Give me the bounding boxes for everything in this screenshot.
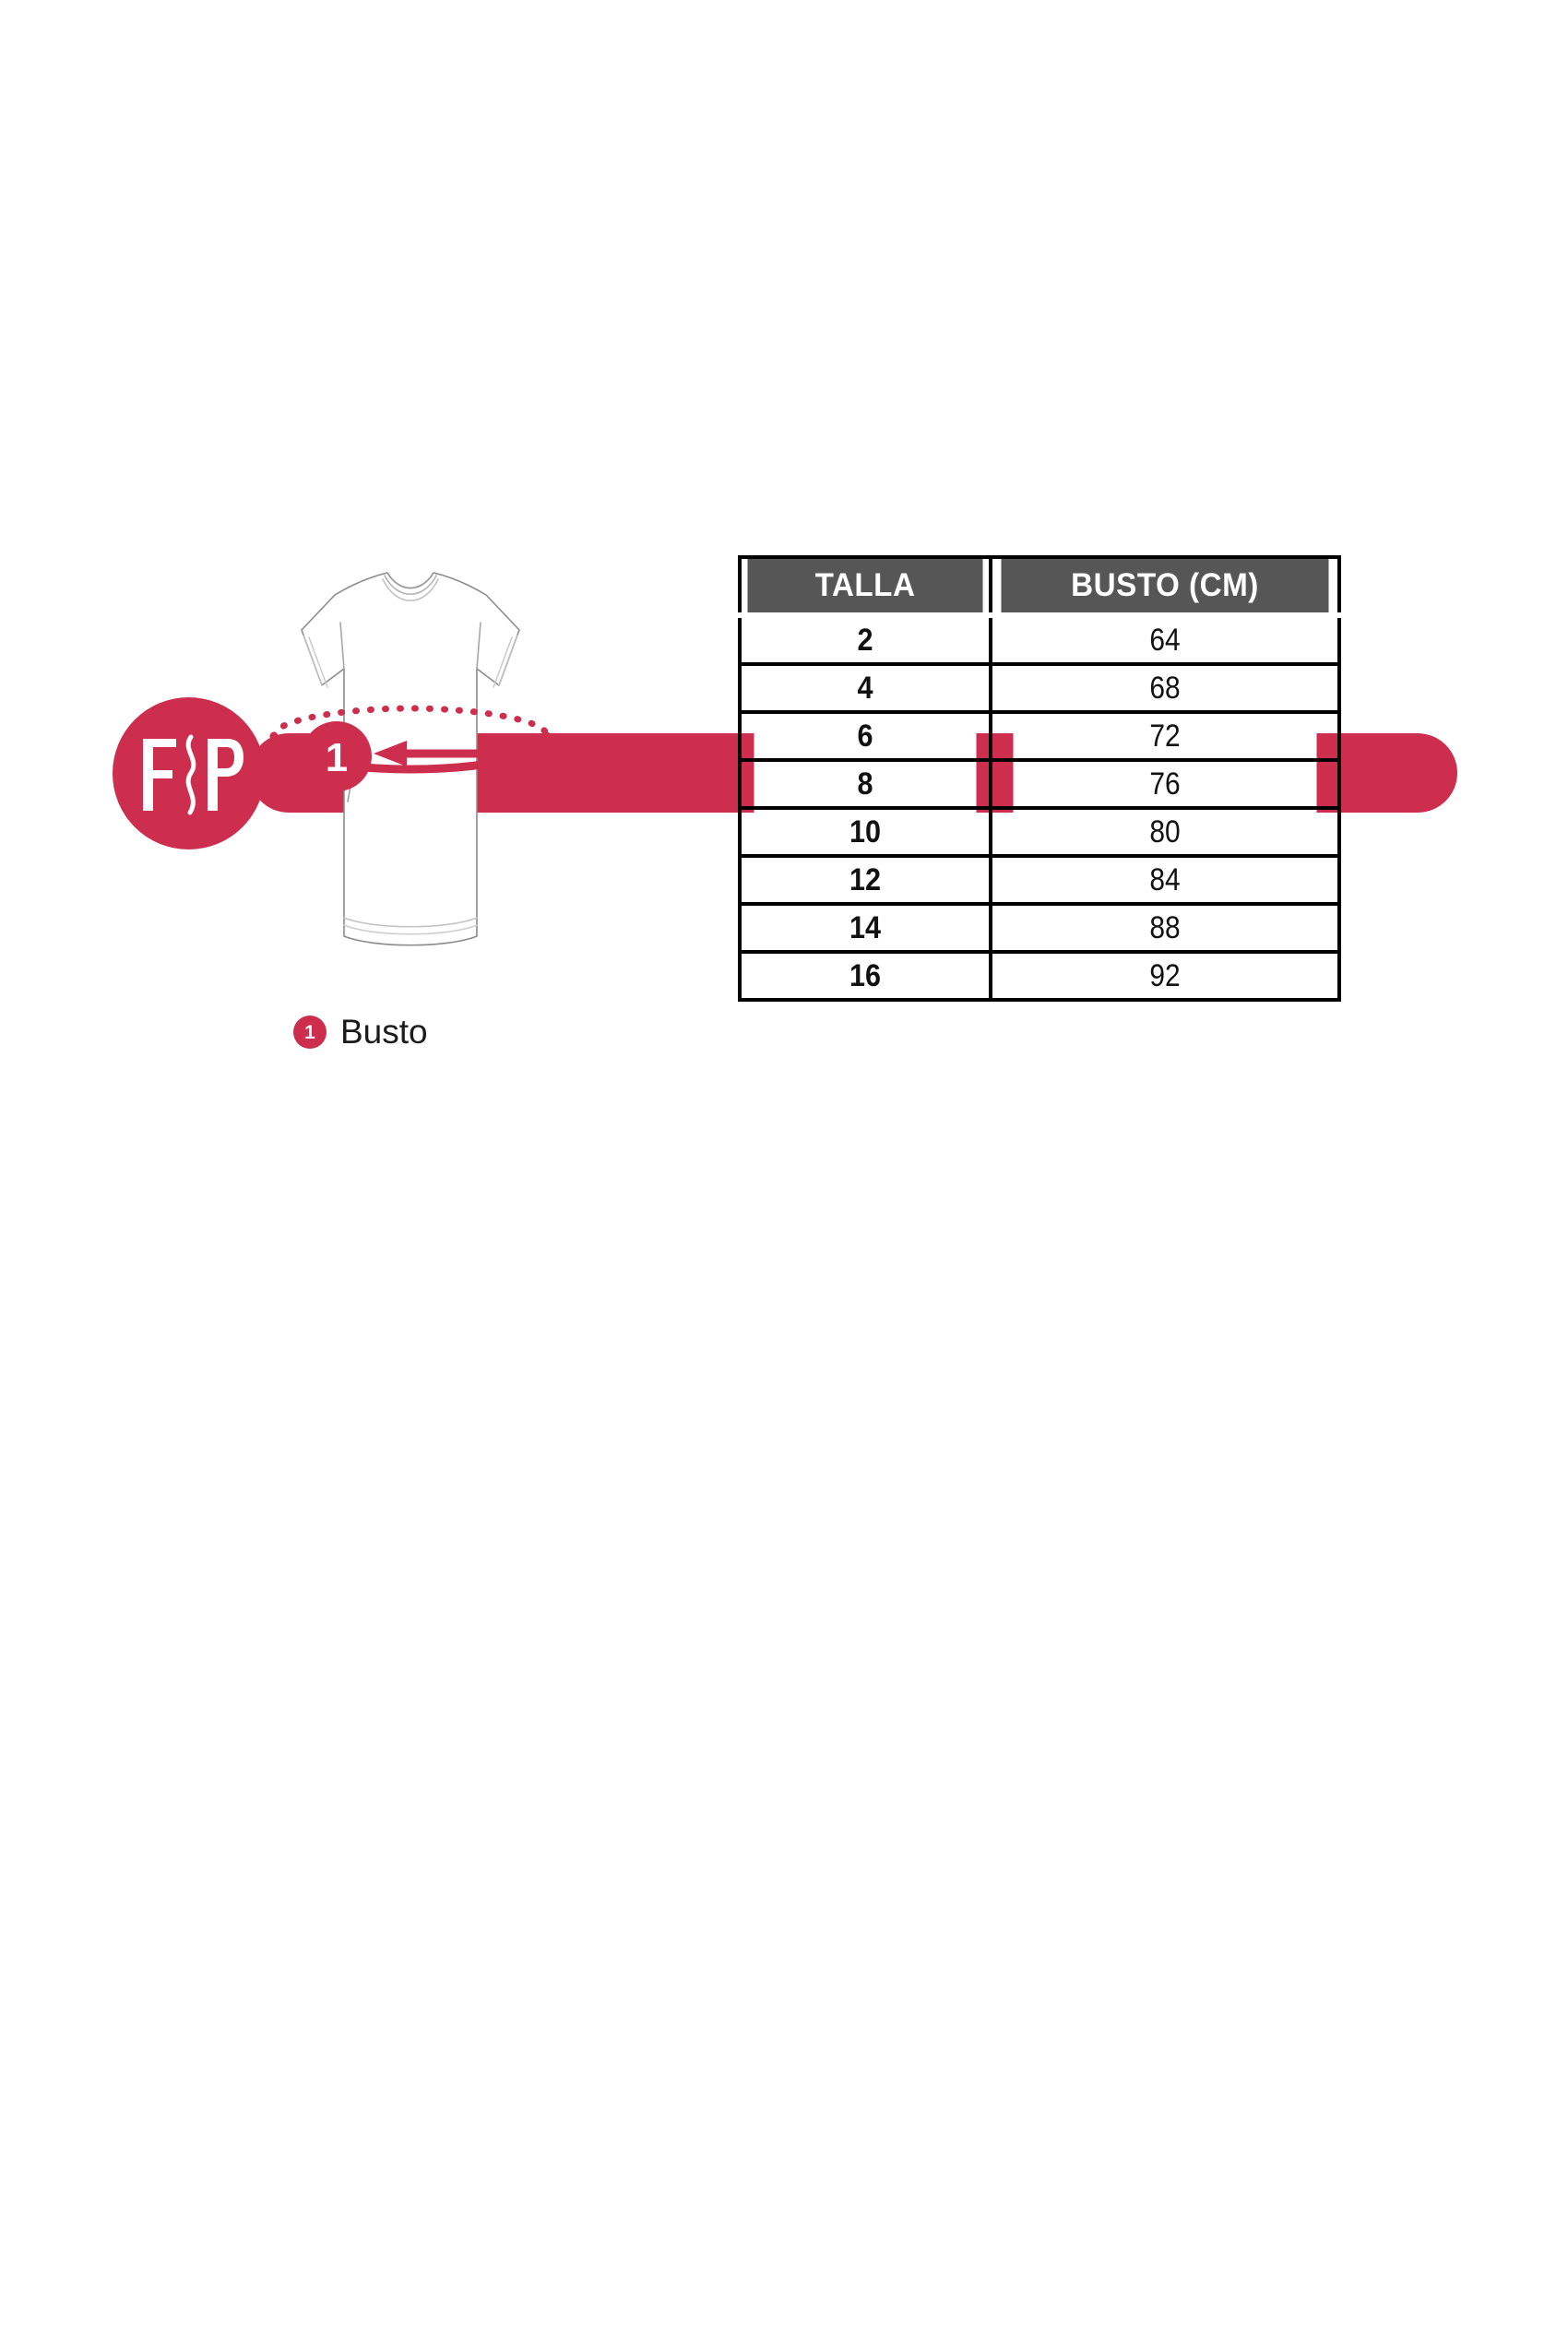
cell-size: 6 xyxy=(750,710,980,762)
cell-bust: 80 xyxy=(1009,806,1321,858)
legend-label-busto: Busto xyxy=(340,1013,428,1051)
cell-bust: 92 xyxy=(1009,950,1321,1002)
bust-measure-solid-arc xyxy=(269,731,552,774)
cell-bust: 84 xyxy=(1009,854,1321,906)
cell-bust: 72 xyxy=(1009,710,1321,762)
table-row: 16 92 xyxy=(740,950,1339,1002)
cell-size: 2 xyxy=(750,613,980,666)
cell-bust: 88 xyxy=(1009,902,1321,954)
table-row: 14 88 xyxy=(740,902,1339,954)
table-row: 8 76 xyxy=(740,758,1339,810)
cell-size: 8 xyxy=(750,758,980,810)
measure-badge-1: 1 xyxy=(302,721,372,791)
cell-size: 4 xyxy=(750,662,980,714)
table-body: 2 64 4 68 6 72 8 76 10 80 12 84 xyxy=(740,613,1339,1002)
size-chart-table: TALLA BUSTO (CM) 2 64 4 68 6 72 8 76 10 xyxy=(738,555,1341,1002)
page-header: NIÑO TOP xyxy=(0,341,1568,849)
bust-measure-dotted-arc xyxy=(270,705,551,740)
column-header-busto: BUSTO (CM) xyxy=(997,555,1333,618)
tshirt-diagram-icon: 1 xyxy=(269,572,552,946)
table-header-row: TALLA BUSTO (CM) xyxy=(740,555,1339,618)
size-table-container: TALLA BUSTO (CM) 2 64 4 68 6 72 8 76 10 xyxy=(738,555,1337,1002)
table-row: 6 72 xyxy=(740,710,1339,762)
svg-text:1: 1 xyxy=(326,735,348,780)
table-row: 12 84 xyxy=(740,854,1339,906)
table-row: 10 80 xyxy=(740,806,1339,858)
column-header-talla: TALLA xyxy=(743,555,987,618)
cell-size: 10 xyxy=(750,806,980,858)
cell-bust: 76 xyxy=(1009,758,1321,810)
table-row: 4 68 xyxy=(740,662,1339,714)
garment-illustration: 1 xyxy=(226,540,595,996)
cell-bust: 68 xyxy=(1009,662,1321,714)
bust-measure-arrowhead xyxy=(374,741,507,766)
cell-size: 14 xyxy=(750,902,980,954)
legend: 1 Busto xyxy=(293,1013,428,1051)
fsp-logo-icon xyxy=(142,734,244,814)
cell-size: 12 xyxy=(750,854,980,906)
table-row: 2 64 xyxy=(740,613,1339,666)
legend-badge-1: 1 xyxy=(293,1016,327,1049)
cell-bust: 64 xyxy=(1009,613,1321,666)
brand-logo xyxy=(113,697,265,849)
cell-size: 16 xyxy=(750,950,980,1002)
fsp-logo-mark xyxy=(134,730,244,818)
